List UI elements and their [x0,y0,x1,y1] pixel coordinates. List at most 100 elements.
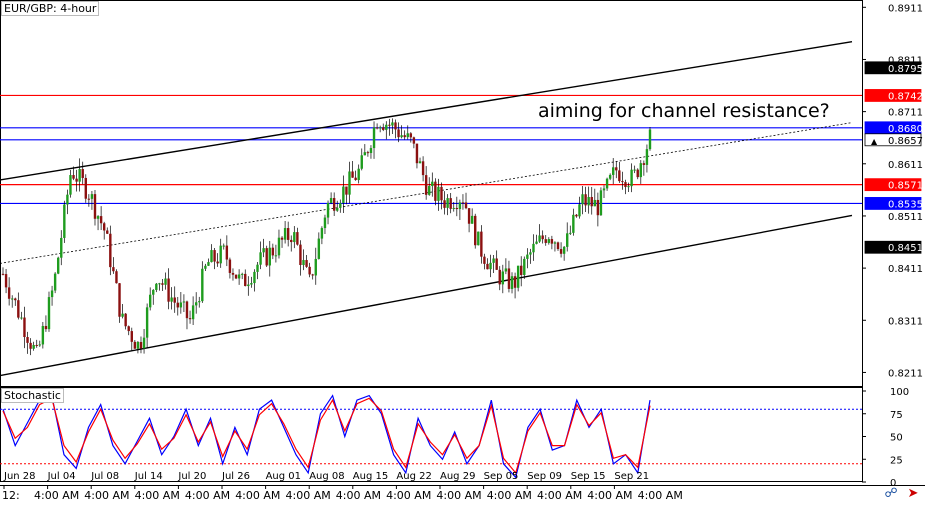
candle-body [234,274,238,279]
candle-body [639,163,643,178]
candle-body [170,297,173,302]
candle-body [621,181,624,183]
main-pane-frame [0,0,863,387]
candle-body [69,175,72,195]
candle-body [578,204,581,217]
x-date-label: Aug 08 [309,471,344,482]
candle-body [332,198,336,211]
y-tick-label: 0.8611 [888,160,923,171]
candle-body [90,194,94,199]
price-tag-label: 0.8742 [888,91,923,102]
annotation-text: aiming for channel resistance? [538,100,830,122]
candle-body [403,135,406,138]
price-tag-label: 0.8680 [888,124,923,135]
candle-body [102,223,106,231]
candle-body [535,241,538,244]
candle-body [633,169,636,171]
y-tick-label: 0.8411 [888,264,923,275]
candle-body [645,149,649,165]
y-tick-label: 0.8811 [888,55,923,66]
candle-body [237,274,241,279]
candle-body [271,247,275,256]
candle-body [458,202,462,210]
candle-body [41,325,45,345]
candle-body [492,258,495,263]
x-time-label: 4:00 AM [587,489,632,502]
candle-body [286,228,290,240]
candle-body [431,181,434,187]
candle-body [446,198,449,208]
x-time-label: 4:00 AM [638,489,683,502]
candle-body [44,325,48,330]
candle-body [501,271,505,285]
candle-body [547,239,551,243]
candle-body [553,242,557,244]
x-date-label: Sep 15 [571,471,606,482]
candle-body [268,247,271,266]
candle-body [513,276,517,288]
candle-body [56,257,60,274]
candle-body [385,124,388,130]
candle-body [612,167,615,175]
candle-body [642,163,646,165]
candle-body [32,344,35,349]
candle-body [424,175,428,195]
candle-body [228,259,232,273]
candle-body [222,245,225,247]
candle-body [109,233,112,268]
stoch-y-tick-label: 0 [890,478,896,489]
candle-body [158,283,161,285]
channel-line-lower [0,214,853,377]
candle-body [397,129,400,138]
stoch-pane-frame [0,387,863,482]
candle-body [93,194,97,219]
candle-body [253,271,256,284]
candle-body [394,122,397,130]
candle-body [507,268,511,289]
candle-body [133,341,137,349]
candle-body [231,272,235,275]
candle-body [406,133,409,138]
candle-body [4,274,8,288]
candle-body [194,302,198,306]
stoch-y-tick-label: 75 [890,410,903,421]
price-tag [864,178,922,192]
x-date-label: Jul 26 [221,471,250,482]
x-date-label: Sep 05 [484,471,519,482]
candle-body [562,246,566,254]
candle-body [7,287,11,299]
candle-body [605,178,609,189]
candle-body [112,267,115,272]
candle-body [60,237,63,258]
candle-body [299,244,302,266]
candle-body [14,298,17,301]
candle-body [584,194,587,206]
candle-body [532,243,535,253]
x-date-label: Jul 20 [177,471,206,482]
candle-body [336,207,339,211]
candle-body [78,169,81,182]
candle-body [366,152,370,154]
candle-body [164,278,167,285]
candle-body [305,260,308,267]
x-time-label: 4:00 AM [537,489,582,502]
candle-body [121,313,124,317]
link-icon[interactable]: ☍ [884,486,898,501]
candle-body [449,198,452,209]
price-tag-label: 0.8451 [888,243,923,254]
candle-body [320,228,324,239]
price-tag-label: 0.8657 [888,136,923,147]
candle-body [388,124,391,126]
candle-body [250,283,253,285]
candle-body [440,186,443,201]
candle-body [339,203,342,208]
candle-body [421,161,425,176]
candle-body [256,264,259,272]
stoch-series-line [2,397,651,475]
arrow-icon[interactable]: ➤ [907,486,919,501]
candle-body [302,260,305,266]
candle-body [50,290,54,298]
candle-body [99,216,103,224]
candle-body [185,301,189,319]
